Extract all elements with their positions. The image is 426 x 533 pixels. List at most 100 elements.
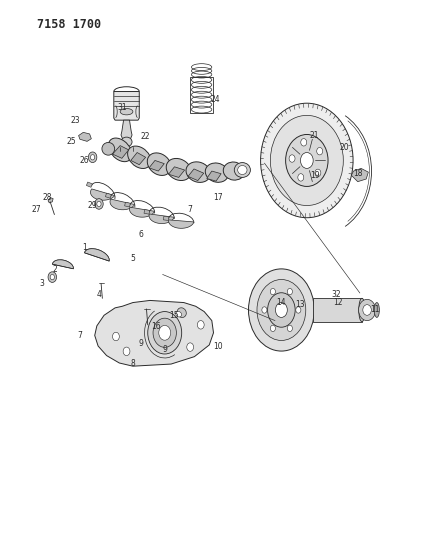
Text: 7158 1700: 7158 1700 [37,18,101,31]
Text: 31: 31 [117,103,127,112]
Polygon shape [144,209,149,214]
Circle shape [112,332,119,341]
Ellipse shape [127,146,150,168]
Ellipse shape [153,318,176,348]
Circle shape [314,169,320,176]
Ellipse shape [186,162,210,182]
Ellipse shape [158,325,170,340]
Ellipse shape [260,103,352,217]
Text: 7: 7 [77,331,82,340]
Text: 20: 20 [339,143,348,152]
Text: 23: 23 [71,116,80,125]
Circle shape [261,307,266,313]
Text: 21: 21 [309,131,319,140]
Ellipse shape [237,165,246,174]
Polygon shape [149,214,174,223]
Circle shape [186,343,193,351]
Circle shape [48,272,56,282]
Polygon shape [168,220,193,228]
Polygon shape [112,146,128,158]
Polygon shape [114,92,139,120]
Ellipse shape [121,137,132,147]
Circle shape [88,152,97,163]
Ellipse shape [267,293,294,327]
Text: 9: 9 [138,339,144,348]
Polygon shape [121,120,132,139]
Text: 16: 16 [151,322,161,331]
Polygon shape [105,193,111,198]
Polygon shape [312,298,361,321]
Text: 28: 28 [42,193,52,202]
Circle shape [270,288,275,295]
Text: 27: 27 [31,205,41,214]
Text: 2: 2 [52,265,57,273]
Text: 12: 12 [332,298,342,307]
Polygon shape [149,160,164,171]
Ellipse shape [248,269,314,351]
Circle shape [362,305,371,316]
Ellipse shape [223,162,244,180]
Polygon shape [90,189,115,200]
Text: 1: 1 [81,244,86,253]
Circle shape [295,307,300,313]
Ellipse shape [108,138,132,161]
Circle shape [297,174,303,181]
Text: 29: 29 [88,201,97,210]
Ellipse shape [205,163,228,182]
Circle shape [300,152,312,168]
Text: 9: 9 [162,345,167,354]
Ellipse shape [270,115,343,206]
Polygon shape [95,301,213,366]
Polygon shape [187,169,203,181]
Circle shape [316,148,322,155]
Text: 15: 15 [169,311,179,320]
Circle shape [300,139,306,146]
Polygon shape [351,168,368,182]
Polygon shape [163,216,168,221]
Ellipse shape [147,312,181,354]
Polygon shape [129,207,154,217]
Text: 26: 26 [79,156,89,165]
Text: 10: 10 [213,342,222,351]
Text: 4: 4 [96,289,101,298]
Ellipse shape [176,311,181,317]
Ellipse shape [120,109,132,115]
Circle shape [97,201,101,207]
Circle shape [287,288,292,295]
Ellipse shape [285,134,327,187]
Text: 13: 13 [295,300,305,309]
Polygon shape [78,132,91,141]
Text: 7: 7 [187,205,192,214]
Text: 18: 18 [352,169,362,178]
Ellipse shape [177,308,186,318]
Polygon shape [110,199,134,210]
Circle shape [287,325,292,332]
Circle shape [275,303,287,317]
Circle shape [197,320,204,329]
Ellipse shape [256,279,305,341]
Text: 24: 24 [210,95,220,104]
Polygon shape [48,198,53,203]
Text: 8: 8 [130,359,135,367]
Polygon shape [86,182,92,187]
Text: 17: 17 [213,193,222,202]
Circle shape [95,199,103,209]
Circle shape [50,274,54,280]
Ellipse shape [147,153,171,175]
Polygon shape [84,249,109,261]
Text: 14: 14 [276,298,285,307]
Text: 6: 6 [138,230,144,239]
Ellipse shape [374,303,378,317]
Circle shape [270,325,275,332]
Text: 11: 11 [369,305,379,314]
Polygon shape [130,152,145,165]
Ellipse shape [102,142,115,155]
Text: 32: 32 [331,290,340,299]
Ellipse shape [358,298,364,321]
Ellipse shape [166,158,191,181]
Text: 19: 19 [310,171,320,180]
Ellipse shape [234,163,250,177]
Circle shape [90,155,95,160]
Circle shape [358,300,375,320]
Polygon shape [206,171,221,181]
